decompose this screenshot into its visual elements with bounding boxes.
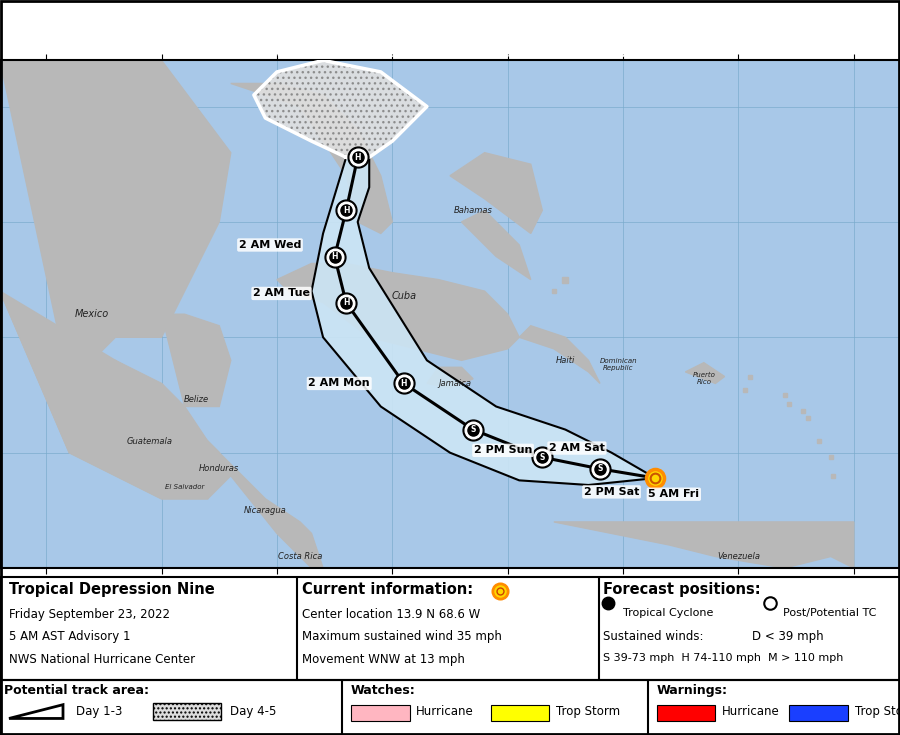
Polygon shape — [0, 60, 220, 499]
Polygon shape — [254, 60, 427, 157]
Text: Maximum sustained wind 35 mph: Maximum sustained wind 35 mph — [302, 631, 501, 643]
Text: Watches:: Watches: — [351, 684, 416, 698]
Text: Potential track area:: Potential track area: — [4, 684, 149, 698]
Text: Center location 13.9 N 68.6 W: Center location 13.9 N 68.6 W — [302, 608, 480, 621]
Text: Day 4-5: Day 4-5 — [230, 706, 276, 718]
Polygon shape — [427, 368, 473, 388]
Polygon shape — [462, 210, 531, 279]
Text: S: S — [471, 425, 476, 434]
Text: El Salvador: El Salvador — [165, 484, 204, 490]
FancyBboxPatch shape — [657, 705, 716, 721]
Text: Note: The cone contains the probable path of the storm center but does not show
: Note: The cone contains the probable pat… — [178, 30, 722, 60]
Text: S: S — [540, 453, 545, 462]
Text: Post/Potential TC: Post/Potential TC — [783, 608, 877, 618]
Text: Trop Storm: Trop Storm — [855, 706, 900, 718]
FancyBboxPatch shape — [491, 705, 549, 721]
Text: H: H — [400, 379, 407, 388]
Polygon shape — [161, 384, 323, 568]
FancyBboxPatch shape — [153, 703, 220, 720]
Text: H: H — [355, 153, 361, 162]
Text: Puerto
Rico: Puerto Rico — [692, 373, 716, 385]
Text: Hurricane: Hurricane — [722, 706, 779, 718]
Text: Bahamas: Bahamas — [454, 206, 492, 215]
Text: 2 PM Sat: 2 PM Sat — [584, 487, 639, 497]
Text: 2 AM Sat: 2 AM Sat — [549, 443, 605, 453]
Text: FL: FL — [352, 159, 364, 169]
Text: Haiti: Haiti — [555, 356, 575, 365]
Text: 2 AM Mon: 2 AM Mon — [309, 379, 370, 388]
Polygon shape — [554, 522, 854, 568]
Text: 2 AM Tue: 2 AM Tue — [253, 288, 310, 298]
Polygon shape — [686, 362, 724, 384]
Text: Movement WNW at 13 mph: Movement WNW at 13 mph — [302, 653, 464, 666]
Text: 5 AM Fri: 5 AM Fri — [648, 490, 699, 499]
Text: Cuba: Cuba — [392, 291, 417, 301]
Text: Tropical Depression Nine: Tropical Depression Nine — [9, 582, 215, 597]
Text: 5 AM AST Advisory 1: 5 AM AST Advisory 1 — [9, 631, 130, 643]
Text: NWS National Hurricane Center: NWS National Hurricane Center — [9, 653, 195, 666]
Text: H: H — [343, 206, 349, 215]
Text: Day 1-3: Day 1-3 — [76, 706, 123, 718]
Text: Current information:: Current information: — [302, 582, 472, 597]
Text: Mexico: Mexico — [76, 309, 110, 319]
Text: S: S — [598, 465, 603, 473]
Text: Honduras: Honduras — [199, 465, 239, 473]
Text: H: H — [343, 298, 349, 307]
Polygon shape — [519, 326, 600, 384]
Text: Forecast positions:: Forecast positions: — [603, 582, 760, 597]
Text: NOAA: NOAA — [14, 34, 44, 43]
Text: Sustained winds:: Sustained winds: — [603, 631, 704, 643]
Polygon shape — [230, 84, 392, 234]
Text: Hurricane: Hurricane — [416, 706, 473, 718]
Text: 2 AM Wed: 2 AM Wed — [238, 240, 302, 250]
Text: Costa Rica: Costa Rica — [278, 552, 322, 561]
Text: Dominican
Republic: Dominican Republic — [599, 359, 637, 371]
Polygon shape — [161, 315, 230, 406]
Text: Warnings:: Warnings: — [657, 684, 728, 698]
FancyBboxPatch shape — [351, 705, 410, 721]
Polygon shape — [277, 263, 519, 360]
Text: NWS: NWS — [859, 40, 883, 49]
Polygon shape — [450, 153, 543, 234]
Text: Guatemala: Guatemala — [127, 437, 173, 445]
Text: Belize: Belize — [184, 395, 209, 404]
Polygon shape — [311, 157, 655, 485]
Polygon shape — [819, 538, 842, 556]
Text: 2 PM Sun: 2 PM Sun — [474, 445, 532, 456]
Text: Trop Storm: Trop Storm — [556, 706, 620, 718]
Text: Tropical Cyclone: Tropical Cyclone — [623, 608, 713, 618]
Polygon shape — [0, 60, 230, 499]
Text: S 39-73 mph  H 74-110 mph  M > 110 mph: S 39-73 mph H 74-110 mph M > 110 mph — [603, 653, 843, 663]
FancyBboxPatch shape — [789, 705, 848, 721]
Text: H: H — [331, 252, 338, 261]
Text: Venezuela: Venezuela — [717, 552, 760, 561]
Text: Friday September 23, 2022: Friday September 23, 2022 — [9, 608, 170, 621]
Text: D < 39 mph: D < 39 mph — [752, 631, 824, 643]
Text: Nicaragua: Nicaragua — [244, 506, 287, 514]
Polygon shape — [0, 60, 230, 384]
Text: Jamaica: Jamaica — [438, 379, 471, 388]
